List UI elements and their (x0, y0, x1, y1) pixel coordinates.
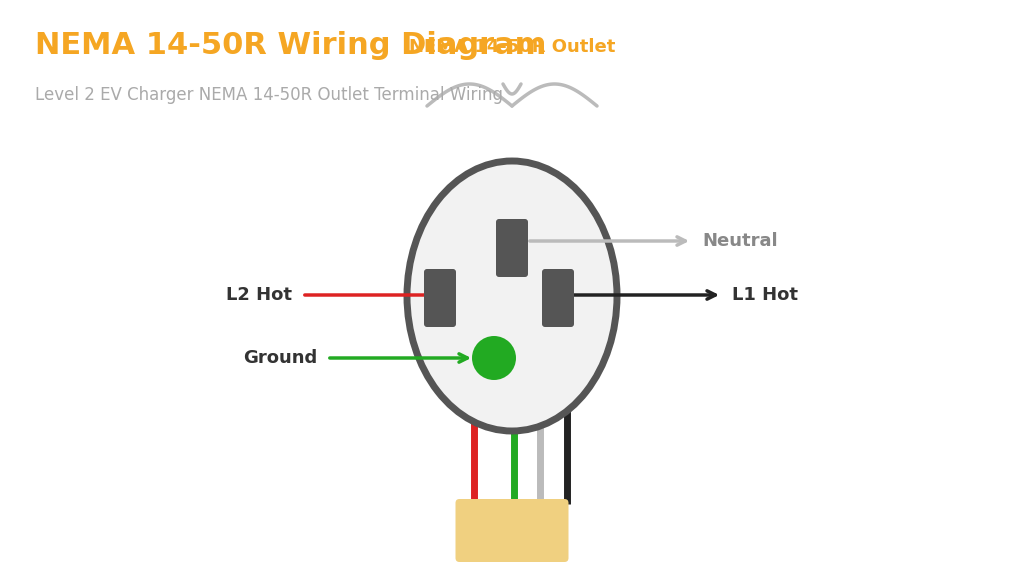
Text: L2 Hot: L2 Hot (226, 286, 292, 304)
FancyBboxPatch shape (424, 269, 456, 327)
Text: Neutral: Neutral (702, 232, 777, 250)
Circle shape (472, 336, 516, 380)
Text: NEMA 14-50R Outlet: NEMA 14-50R Outlet (409, 38, 615, 56)
FancyBboxPatch shape (496, 219, 528, 277)
Text: Ground: Ground (243, 349, 317, 367)
FancyBboxPatch shape (542, 269, 574, 327)
Text: L1 Hot: L1 Hot (732, 286, 798, 304)
Text: Level 2 EV Charger NEMA 14-50R Outlet Terminal Wiring: Level 2 EV Charger NEMA 14-50R Outlet Te… (35, 86, 503, 104)
FancyBboxPatch shape (456, 499, 568, 562)
Ellipse shape (407, 161, 617, 431)
Text: NEMA 14-50R Wiring Diagram: NEMA 14-50R Wiring Diagram (35, 31, 547, 60)
